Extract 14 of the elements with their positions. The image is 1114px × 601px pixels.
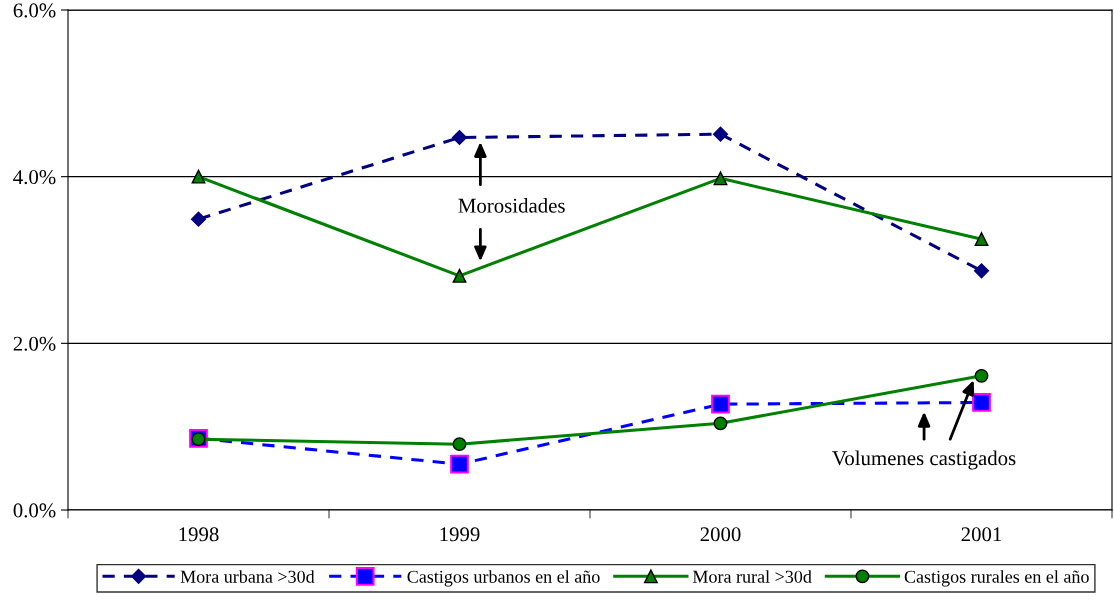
legend-label: Mora rural >30d <box>692 570 812 583</box>
legend-label: Castigos urbanos en el año <box>407 570 600 587</box>
x-tick-label: 2000 <box>700 527 741 542</box>
legend-label: Castigos rurales en el año <box>904 570 1089 587</box>
x-tick-label: 1999 <box>440 527 480 542</box>
x-tick-label: 2001 <box>961 527 1002 542</box>
annotation: Volumenes castigados <box>832 450 1016 470</box>
legend-label: Mora urbana >30d <box>180 570 315 583</box>
y-tick-label: 0.0% <box>13 503 56 518</box>
x-tick-label: 1998 <box>179 527 219 542</box>
annotation: Morosidades <box>458 198 565 213</box>
y-tick-label: 2.0% <box>13 336 56 351</box>
y-tick-label: 6.0% <box>13 3 56 18</box>
y-tick-label: 4.0% <box>13 170 56 185</box>
